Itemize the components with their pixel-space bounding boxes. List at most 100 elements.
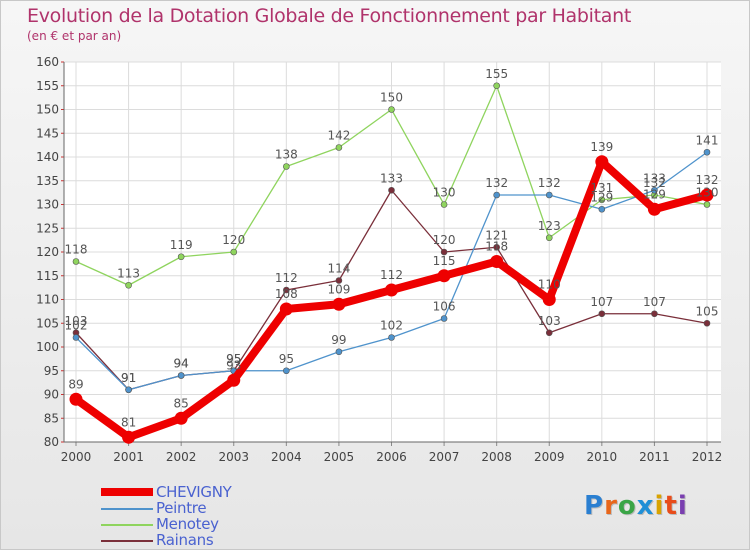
legend-label: Peintre: [156, 499, 207, 517]
x-tick-label: 2001: [113, 450, 144, 464]
data-point-peintre: [125, 386, 132, 394]
data-point-peintre: [545, 191, 553, 199]
data-point-peintre: [388, 334, 395, 341]
y-tick-label: 80: [44, 435, 59, 449]
data-point-rainans: [651, 310, 658, 318]
legend-swatch: [101, 540, 153, 542]
y-tick-label: 115: [36, 269, 59, 283]
legend-label: CHEVIGNY: [156, 483, 232, 501]
y-tick-label: 105: [36, 316, 59, 330]
data-point-chevigny: [437, 269, 451, 283]
y-tick-label: 145: [36, 126, 59, 140]
data-point-peintre: [493, 191, 500, 199]
x-tick-label: 2004: [271, 450, 302, 464]
data-label-rainans: 112: [275, 271, 298, 285]
x-tick-label: 2007: [429, 450, 460, 464]
data-point-menotey: [230, 248, 238, 256]
data-point-peintre: [703, 148, 711, 156]
proxiti-logo: Proxiti: [584, 491, 688, 521]
y-tick-label: 140: [36, 150, 59, 164]
y-tick-label: 85: [44, 411, 59, 425]
chart-title: Evolution de la Dotation Globale de Fonc…: [27, 5, 632, 27]
data-label-menotey: 131: [590, 181, 613, 195]
y-tick-label: 135: [36, 174, 59, 188]
data-point-chevigny: [279, 302, 293, 316]
data-point-chevigny: [490, 255, 504, 268]
data-label-peintre: 132: [538, 176, 561, 190]
data-label-menotey: 132: [643, 176, 666, 190]
data-point-chevigny: [647, 202, 661, 216]
data-label-menotey: 118: [65, 243, 88, 257]
data-point-peintre: [177, 372, 185, 379]
data-label-chevigny: 115: [433, 254, 456, 268]
logo-letter: t: [664, 491, 678, 521]
legend-label: Rainans: [156, 531, 214, 549]
data-label-peintre: 132: [485, 176, 508, 190]
data-point-menotey: [545, 234, 553, 242]
data-label-chevigny: 108: [275, 287, 298, 301]
y-tick-label: 130: [36, 198, 59, 212]
data-point-menotey: [703, 201, 711, 208]
data-point-rainans: [545, 329, 553, 337]
logo-letter: o: [617, 491, 637, 521]
data-point-chevigny: [700, 188, 714, 202]
data-point-chevigny: [332, 297, 346, 311]
logo-letter: P: [584, 491, 605, 521]
data-label-rainans: 105: [696, 304, 719, 318]
data-label-rainans: 121: [485, 228, 508, 242]
y-tick-label: 125: [36, 221, 59, 235]
data-point-rainans: [335, 277, 343, 284]
y-tick-label: 155: [36, 79, 59, 93]
legend-swatch: [101, 488, 153, 496]
data-label-peintre: 102: [65, 319, 88, 333]
data-label-chevigny: 139: [590, 140, 613, 154]
x-tick-label: 2002: [166, 450, 197, 464]
data-label-menotey: 130: [433, 186, 456, 200]
data-label-chevigny: 132: [696, 173, 719, 187]
data-point-menotey: [283, 163, 290, 170]
y-tick-label: 90: [44, 388, 59, 402]
data-label-peintre: 95: [279, 352, 294, 366]
data-label-peintre: 91: [121, 371, 136, 385]
data-point-chevigny: [542, 293, 556, 306]
data-point-menotey: [493, 82, 500, 90]
data-label-chevigny: 89: [68, 377, 83, 391]
legend-swatch: [101, 524, 153, 526]
data-label-chevigny: 85: [174, 396, 189, 410]
y-tick-label: 160: [36, 55, 59, 69]
data-label-chevigny: 112: [380, 268, 403, 282]
logo-letter: i: [677, 491, 688, 521]
legend-label: Menotey: [156, 515, 219, 533]
y-tick-label: 110: [36, 293, 59, 307]
data-label-chevigny: 81: [121, 415, 136, 429]
data-point-rainans: [440, 248, 448, 256]
data-label-rainans: 91: [121, 371, 136, 385]
data-point-menotey: [177, 253, 185, 261]
data-label-menotey: 113: [117, 266, 140, 280]
data-point-chevigny: [122, 430, 136, 444]
x-tick-label: 2010: [587, 450, 618, 464]
data-point-rainans: [388, 186, 395, 194]
data-point-chevigny: [385, 283, 398, 297]
data-label-rainans: 103: [65, 314, 88, 328]
x-tick-label: 2000: [61, 450, 92, 464]
data-point-peintre: [335, 348, 343, 356]
data-label-rainans: 107: [643, 295, 666, 309]
data-label-chevigny: 93: [226, 358, 241, 372]
data-point-rainans: [493, 243, 500, 251]
logo-letter: r: [604, 491, 618, 521]
data-label-peintre: 99: [331, 333, 346, 347]
data-point-menotey: [388, 106, 395, 113]
x-tick-label: 2009: [534, 450, 565, 464]
data-label-peintre: 129: [590, 190, 613, 204]
data-point-peintre: [72, 334, 80, 341]
data-point-peintre: [283, 367, 290, 375]
y-tick-label: 120: [36, 245, 59, 259]
data-point-chevigny: [595, 155, 609, 169]
data-point-menotey: [598, 196, 606, 204]
data-label-menotey: 123: [538, 219, 561, 233]
data-label-peintre: 133: [643, 171, 666, 185]
logo-letter: x: [636, 491, 655, 521]
